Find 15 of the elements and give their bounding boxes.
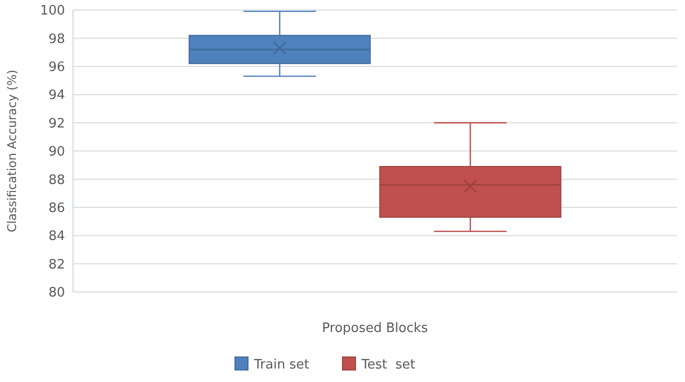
y-tick-label: 92 (48, 116, 65, 132)
legend-label: Test set (360, 358, 416, 373)
y-tick-label: 82 (48, 257, 65, 272)
y-tick-label: 84 (48, 229, 65, 244)
y-tick-label: 90 (48, 144, 65, 160)
legend-label: Train set (253, 358, 310, 373)
y-tick-label: 86 (48, 200, 65, 216)
y-tick-label: 88 (48, 172, 65, 188)
y-tick-label: 100 (40, 4, 65, 19)
y-tick-label: 98 (48, 32, 65, 47)
y-tick-label: 80 (48, 286, 65, 301)
y-tick-label: 94 (48, 88, 65, 104)
y-tick-label: 96 (48, 60, 65, 75)
x-axis-title: Proposed Blocks (322, 321, 428, 336)
y-axis-title: Classification Accuracy (%) (5, 70, 19, 232)
